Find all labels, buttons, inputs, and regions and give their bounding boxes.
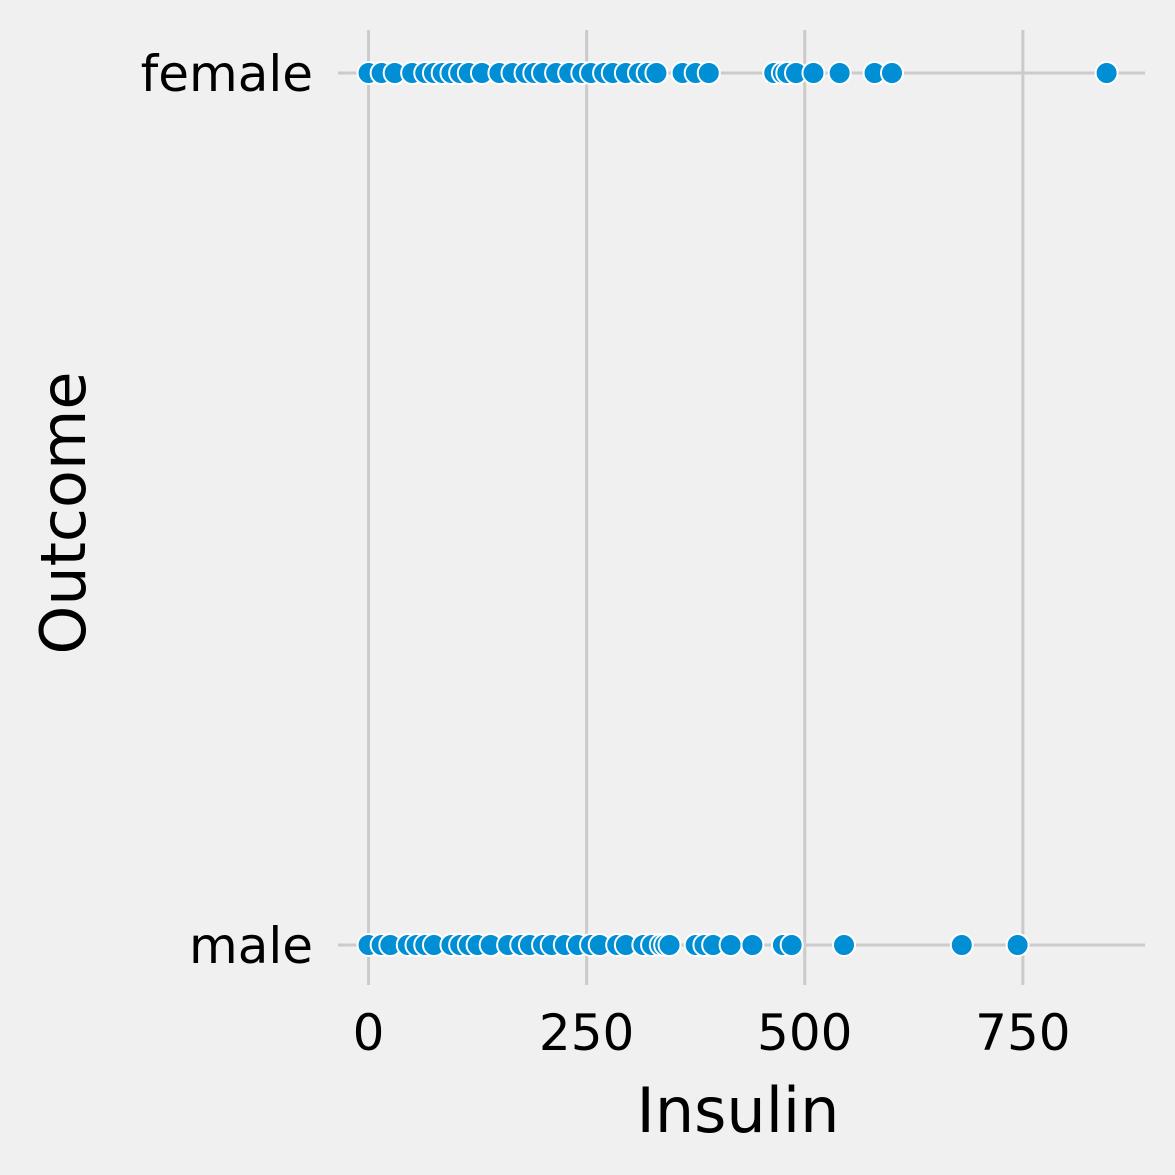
x-tick-label: 250 xyxy=(539,1004,634,1062)
x-tick-label: 500 xyxy=(757,1004,852,1062)
data-point-female xyxy=(879,61,904,85)
y-axis-title: Outcome xyxy=(27,372,100,655)
data-points xyxy=(356,61,1119,957)
data-point-male xyxy=(718,933,743,957)
y-tick-label: male xyxy=(189,917,313,975)
grid-lines xyxy=(338,30,1145,985)
x-tick-label: 0 xyxy=(353,1004,385,1062)
data-point-female xyxy=(827,61,852,85)
tick-labels: 0 250 500 750 female male xyxy=(141,45,1071,1062)
y-tick-label: female xyxy=(141,45,313,103)
data-point-male xyxy=(832,933,857,957)
data-point-male xyxy=(740,933,765,957)
data-point-male xyxy=(1005,933,1030,957)
x-axis-title: Insulin xyxy=(637,1074,840,1147)
data-point-female xyxy=(644,61,669,85)
data-point-female xyxy=(696,61,721,85)
data-point-male xyxy=(949,933,974,957)
data-point-male xyxy=(657,933,682,957)
data-point-female xyxy=(1094,61,1119,85)
data-point-female xyxy=(801,61,826,85)
x-tick-label: 750 xyxy=(975,1004,1070,1062)
data-point-male xyxy=(779,933,804,957)
